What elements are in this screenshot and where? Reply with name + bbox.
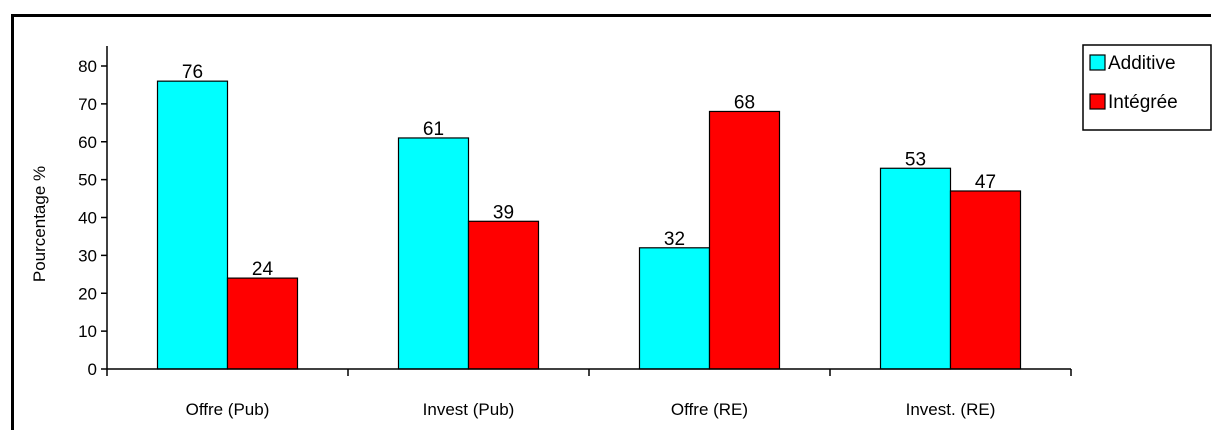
legend-label: Intégrée [1108,92,1178,113]
data-label: 61 [423,119,444,140]
y-tick-label: 60 [78,133,97,152]
y-tick-label: 20 [78,284,97,303]
bar-additive [397,137,470,370]
x-tick-label: Offre (Pub) [186,400,270,419]
x-tick-label: Invest. (RE) [906,400,996,419]
y-tick-label: 10 [78,322,97,341]
bars-group [156,80,1022,370]
bar-integree [708,110,781,370]
axes-group [101,46,1072,376]
data-label: 32 [664,229,685,250]
y-tick-label: 30 [78,246,97,265]
y-axis-title: Pourcentage % [30,166,49,282]
bar-additive [879,167,952,370]
bar-additive [638,247,711,370]
legend-swatch [1089,93,1106,110]
bar-additive [156,80,229,370]
bar-integree [949,190,1022,370]
labels-group: 0 10 20 30 40 50 60 70 80 76 24 Offre (Pub) 61 39 Inve… [78,57,996,419]
legend: Additive Intégrée [1082,44,1212,131]
legend-swatch [1089,54,1106,71]
data-label: 68 [734,92,755,113]
x-tick-label: Invest (Pub) [423,400,515,419]
data-label: 24 [252,259,274,280]
data-label: 39 [493,202,514,223]
y-tick-label: 0 [88,360,97,379]
bar-integree [467,220,540,370]
y-tick-label: 70 [78,95,97,114]
data-label: 76 [182,62,203,83]
data-label: 53 [905,149,926,170]
data-label: 47 [975,172,996,193]
bar-integree [226,277,299,370]
y-tick-label: 50 [78,171,97,190]
chart-frame [11,14,1211,430]
y-tick-label: 80 [78,57,97,76]
y-tick-label: 40 [78,209,97,228]
x-tick-label: Offre (RE) [671,400,748,419]
legend-label: Additive [1108,53,1176,74]
